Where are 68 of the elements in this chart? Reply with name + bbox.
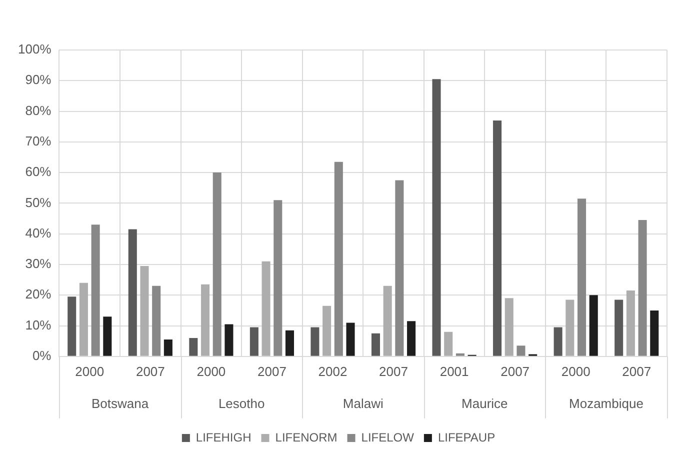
y-tick-label: 10% <box>25 317 52 332</box>
bar <box>140 266 149 356</box>
x-tick-label: 2007 <box>379 364 408 379</box>
y-tick-label: 60% <box>25 164 52 180</box>
bar <box>566 300 574 356</box>
text: Mozambique <box>569 396 644 411</box>
y-tick-label: 40% <box>25 225 52 240</box>
text: Malawi <box>342 396 384 411</box>
x-tick-label: 2007 <box>136 364 165 379</box>
bar <box>371 333 380 356</box>
bar <box>577 198 586 356</box>
bar <box>212 172 222 356</box>
bar <box>346 322 355 356</box>
bar <box>262 261 270 356</box>
bar <box>334 162 343 356</box>
bar <box>504 298 514 356</box>
legend-label: LIFENORM <box>275 430 338 444</box>
bar <box>444 332 453 356</box>
bar <box>432 79 441 356</box>
x-tick-label: 2000 <box>561 364 590 379</box>
bar <box>274 200 282 356</box>
bar <box>614 300 624 356</box>
x-tick-label: 2007 <box>622 364 652 379</box>
x-tick-label: 2000 <box>196 364 226 379</box>
text: Maurice <box>462 396 508 411</box>
bar <box>128 229 137 356</box>
y-tick-label: 50% <box>25 194 52 210</box>
bar <box>152 286 161 356</box>
bar <box>516 346 526 356</box>
legend-label: LIFEPAUP <box>438 430 496 444</box>
y-tick-label: 80% <box>25 102 52 118</box>
legend-label: LIFELOW <box>361 430 415 444</box>
x-tick-label: 2002 <box>318 364 348 379</box>
bar <box>224 324 234 356</box>
bar <box>554 327 562 356</box>
y-tick-label: 90% <box>25 72 52 88</box>
y-tick-label: 0% <box>32 348 52 363</box>
bar <box>456 353 464 356</box>
bar <box>493 120 502 356</box>
text: Botswana <box>91 396 150 411</box>
x-tick-label: 2007 <box>500 364 530 379</box>
text: Lesotho <box>218 396 265 411</box>
x-tick-label: 2007 <box>258 364 286 379</box>
bar <box>68 296 76 356</box>
bar <box>322 306 332 356</box>
y-tick-label: 70% <box>25 134 52 148</box>
y-tick-label: 30% <box>25 256 52 272</box>
bar <box>650 310 659 356</box>
bar <box>310 327 320 356</box>
bar <box>626 290 635 356</box>
bar <box>638 220 647 356</box>
bar <box>91 224 100 356</box>
bar <box>250 327 258 356</box>
bar <box>164 340 172 356</box>
bar <box>79 282 88 356</box>
x-tick-label: 2001 <box>440 364 469 379</box>
legend-label: LIFEHIGH <box>196 430 252 444</box>
bar <box>395 180 404 356</box>
bar <box>189 338 198 356</box>
y-tick-label: 20% <box>25 286 52 302</box>
bar <box>285 330 294 356</box>
bar <box>589 295 598 356</box>
x-tick-label: 2000 <box>75 364 104 379</box>
bar <box>407 321 416 356</box>
bar <box>200 284 210 356</box>
y-tick-label: 100% <box>18 42 52 57</box>
bar <box>383 286 392 356</box>
bar <box>103 316 112 356</box>
